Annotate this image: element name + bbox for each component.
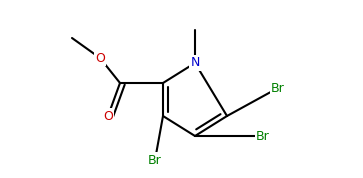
- Text: Br: Br: [271, 82, 285, 95]
- Text: Br: Br: [256, 130, 270, 143]
- Text: Br: Br: [148, 153, 162, 166]
- Text: O: O: [95, 51, 105, 64]
- Text: O: O: [103, 109, 113, 122]
- Text: N: N: [190, 56, 200, 69]
